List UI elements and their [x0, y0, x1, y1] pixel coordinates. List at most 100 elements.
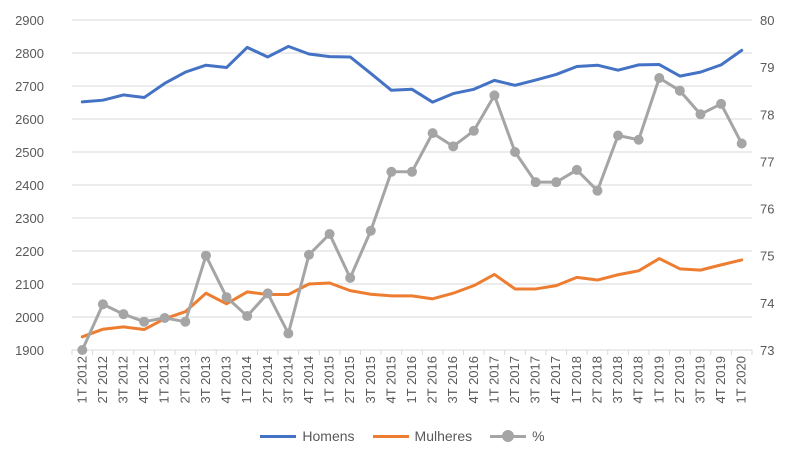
legend-item-mulheres: Mulheres — [372, 428, 473, 444]
data-point-percent — [633, 134, 644, 145]
x-tick-label: 4T 2014 — [301, 356, 316, 403]
y-right-tick-label: 80 — [760, 13, 774, 28]
data-point-percent — [613, 130, 624, 141]
y-right-tick-label: 76 — [760, 202, 774, 217]
data-point-percent — [427, 128, 438, 139]
data-point-percent — [448, 141, 459, 152]
y-left-tick-label: 2600 — [15, 112, 44, 127]
data-point-percent — [77, 345, 88, 355]
x-tick-label: 2T 2012 — [95, 356, 110, 403]
data-point-percent — [571, 164, 582, 175]
y-left-tick-label: 2300 — [15, 211, 44, 226]
legend-swatch-homens — [260, 434, 297, 438]
x-tick-label: 4T 2016 — [466, 356, 481, 403]
data-point-percent — [345, 272, 356, 283]
series-line-homens — [80, 44, 744, 104]
x-tick-label: 4T 2012 — [136, 356, 151, 403]
data-point-percent — [654, 72, 665, 83]
y-right-tick-label: 79 — [760, 60, 774, 75]
data-point-percent — [180, 316, 191, 327]
x-tick-label: 1T 2017 — [486, 356, 501, 403]
y-left-tick-label: 2800 — [15, 46, 44, 61]
y-left-tick-label: 2000 — [15, 310, 44, 325]
y-left-tick-label: 2700 — [15, 79, 44, 94]
x-tick-label: 3T 2016 — [445, 356, 460, 403]
data-point-percent — [468, 125, 479, 136]
x-tick-label: 3T 2012 — [116, 356, 131, 403]
legend-item-percent: % — [490, 428, 545, 444]
data-point-percent — [159, 312, 170, 323]
x-tick-label: 3T 2015 — [363, 356, 378, 403]
x-tick-label: 1T 2013 — [157, 356, 172, 403]
data-point-percent — [407, 166, 417, 177]
data-point-percent — [324, 229, 335, 240]
x-tick-label: 4T 2015 — [383, 356, 398, 403]
data-point-percent — [695, 109, 706, 120]
x-tick-label: 1T 2018 — [569, 356, 584, 403]
legend: Homens Mulheres % — [0, 428, 805, 444]
data-point-percent — [716, 98, 727, 109]
x-tick-label: 2T 2019 — [672, 356, 687, 403]
chart-svg: 1900 2000 2100 2200 2300 2400 2500 2600 2700 2800… — [15, 13, 774, 403]
y-right-tick-label: 78 — [760, 107, 774, 122]
x-tick-label: 3T 2014 — [280, 356, 295, 403]
legend-label-mulheres: Mulheres — [414, 428, 473, 444]
legend-label-homens: Homens — [302, 428, 355, 444]
data-point-percent — [530, 177, 541, 188]
legend-marker-percent — [502, 429, 515, 442]
y-left-tick-label: 2900 — [15, 13, 44, 28]
data-point-percent — [510, 147, 521, 157]
x-tick-label: 2T 2018 — [589, 356, 604, 403]
x-tick-label: 1T 2015 — [322, 356, 337, 403]
x-tick-label: 2T 2015 — [342, 356, 357, 403]
data-point-percent — [283, 328, 294, 339]
data-point-percent — [736, 138, 747, 149]
legend-swatch-mulheres — [372, 434, 409, 438]
data-point-percent — [221, 292, 232, 303]
x-tick-label: 1T 2020 — [734, 356, 749, 403]
data-point-percent — [551, 177, 562, 188]
data-point-percent — [489, 90, 500, 101]
series-line-mulheres — [80, 257, 744, 339]
data-point-percent — [262, 288, 273, 299]
x-tick-label: 1T 2014 — [239, 356, 254, 403]
data-point-percent — [592, 185, 603, 196]
x-tick-label: 4T 2013 — [219, 356, 234, 403]
y-left-tick-label: 2100 — [15, 277, 44, 292]
y-right-tick-label: 77 — [760, 154, 774, 169]
data-point-percent — [118, 309, 129, 320]
data-point-percent — [365, 225, 376, 236]
data-point-percent — [303, 249, 314, 260]
x-tick-label: 3T 2017 — [528, 356, 543, 403]
data-point-percent — [97, 299, 108, 310]
x-tick-label: 1T 2019 — [651, 356, 666, 403]
x-tick-label: 2T 2016 — [425, 356, 440, 403]
y-right-tick-label: 73 — [760, 343, 774, 358]
y-right-tick-label: 75 — [760, 249, 774, 264]
y-left-tick-label: 2500 — [15, 145, 44, 160]
x-tick-label: 1T 2012 — [74, 356, 89, 403]
x-tick-label: 4T 2017 — [548, 356, 563, 403]
y-left-tick-label: 2200 — [15, 244, 44, 259]
y-left-tick-label: 1900 — [15, 343, 44, 358]
data-point-percent — [674, 85, 685, 96]
y-left-tick-label: 2400 — [15, 178, 44, 193]
data-point-percent — [386, 166, 397, 177]
y-right-tick-label: 74 — [760, 296, 774, 311]
x-tick-label: 3T 2019 — [692, 356, 707, 403]
legend-item-homens: Homens — [260, 428, 355, 444]
x-tick-label: 4T 2018 — [631, 356, 646, 403]
data-point-percent — [242, 311, 253, 322]
legend-label-percent: % — [532, 428, 545, 444]
legend-swatch-percent — [490, 429, 527, 442]
x-tick-label: 4T 2019 — [713, 356, 728, 403]
x-tick-label: 2T 2017 — [507, 356, 522, 403]
x-tick-label: 2T 2014 — [260, 356, 275, 403]
data-point-percent — [139, 316, 150, 327]
x-tick-label: 3T 2013 — [198, 356, 213, 403]
x-tick-label: 3T 2018 — [610, 356, 625, 403]
x-tick-label: 1T 2016 — [404, 356, 419, 403]
x-tick-label: 2T 2013 — [177, 356, 192, 403]
data-point-percent — [200, 250, 211, 261]
